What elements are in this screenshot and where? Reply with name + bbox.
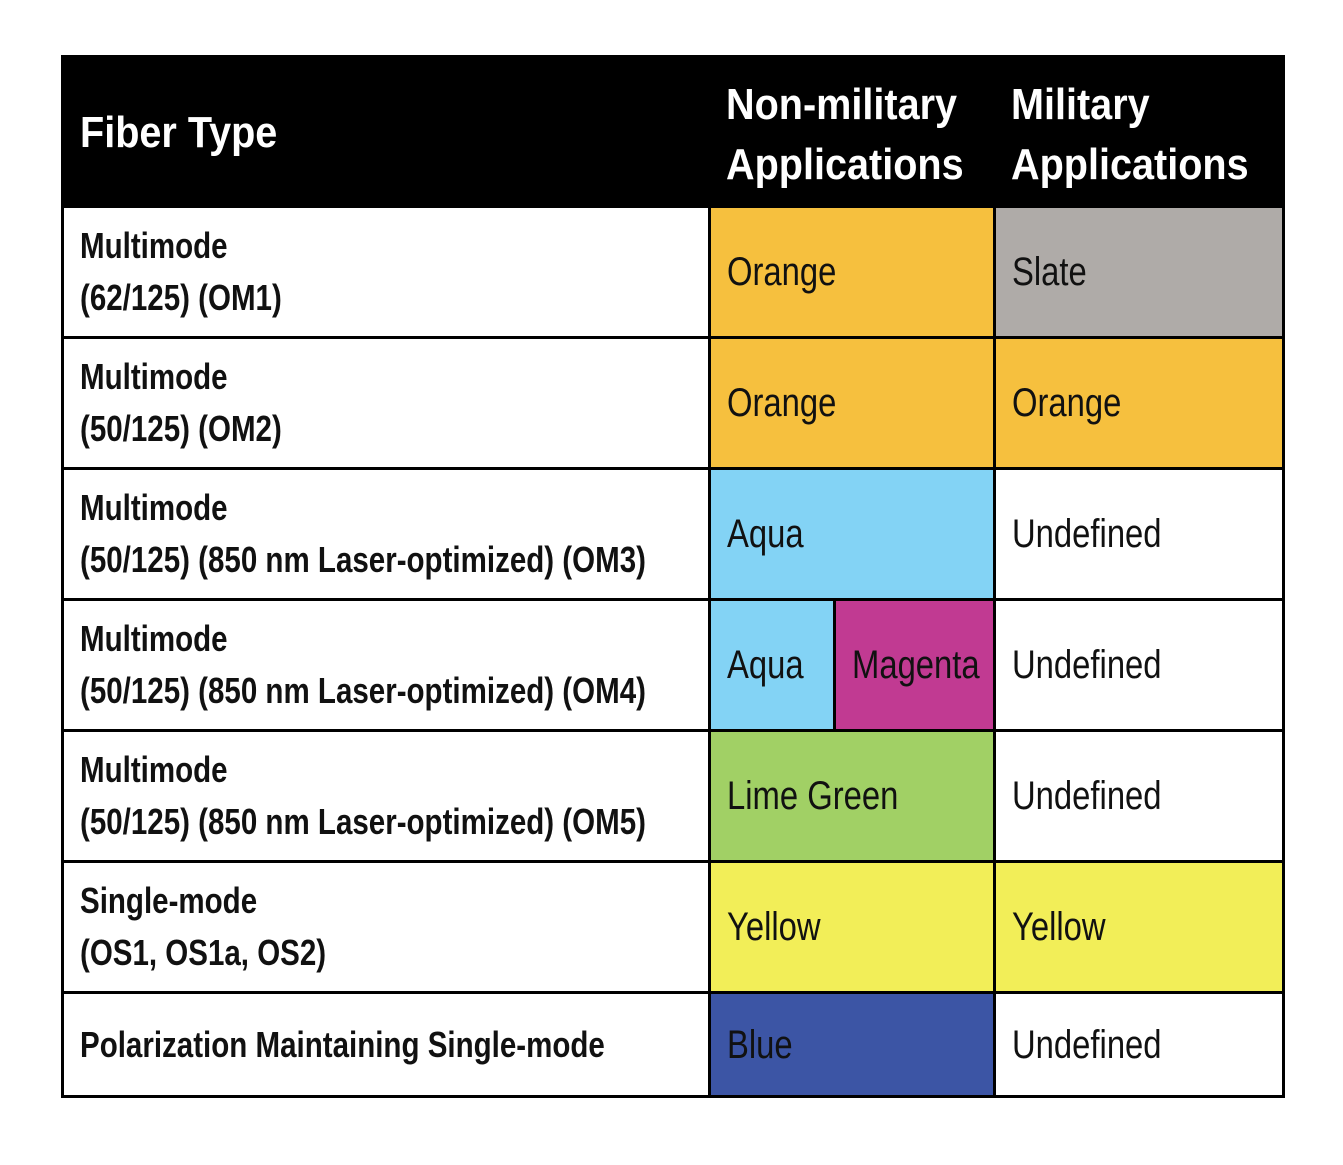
fiber-spec: (50/125) (850 nm Laser-optimized) (OM3) bbox=[80, 539, 646, 580]
military-color-cell: Undefined bbox=[996, 732, 1282, 860]
table-row: Multimode (50/125) (850 nm Laser-optimiz… bbox=[64, 467, 1282, 598]
fiber-name: Multimode bbox=[80, 487, 228, 528]
fiber-name: Multimode bbox=[80, 749, 228, 790]
non-military-alt-color-cell: Magenta bbox=[836, 601, 993, 729]
fiber-name: Multimode bbox=[80, 356, 228, 397]
fiber-spec: (OS1, OS1a, OS2) bbox=[80, 932, 327, 973]
non-military-color-cell: Yellow bbox=[711, 863, 993, 991]
military-color-label: Undefined bbox=[1012, 643, 1162, 687]
military-color-cell: Yellow bbox=[996, 863, 1282, 991]
header-military-line2: Applications bbox=[1011, 140, 1249, 189]
fiber-color-table: Fiber Type Non-military Applications Mil… bbox=[61, 55, 1285, 1098]
military-color-label: Undefined bbox=[1012, 1022, 1162, 1067]
non-military-alt-color-label: Magenta bbox=[852, 643, 980, 687]
military-color-cell: Slate bbox=[996, 208, 1282, 336]
non-military-color-cell: Orange bbox=[711, 339, 993, 467]
table-row: Polarization Maintaining Single-mode Blu… bbox=[64, 991, 1282, 1095]
fiber-spec: (62/125) (OM1) bbox=[80, 277, 282, 318]
non-military-color-cell: Aqua bbox=[711, 470, 993, 598]
non-military-color-label: Orange bbox=[727, 250, 837, 294]
fiber-type-cell: Multimode (50/125) (OM2) bbox=[64, 339, 708, 467]
non-military-color-label: Orange bbox=[727, 381, 837, 425]
fiber-name: Polarization Maintaining Single-mode bbox=[80, 1023, 605, 1065]
non-military-color-label: Yellow bbox=[727, 905, 821, 949]
military-color-cell: Orange bbox=[996, 339, 1282, 467]
non-military-color-label: Aqua bbox=[727, 512, 804, 556]
military-color-cell: Undefined bbox=[996, 470, 1282, 598]
non-military-color-cell: Aqua bbox=[711, 601, 833, 729]
non-military-color-label: Aqua bbox=[727, 643, 804, 687]
header-non-military-line1: Non-military bbox=[726, 80, 958, 129]
military-color-label: Yellow bbox=[1012, 905, 1106, 949]
fiber-spec: (50/125) (850 nm Laser-optimized) (OM4) bbox=[80, 670, 646, 711]
table-row: Multimode (50/125) (850 nm Laser-optimiz… bbox=[64, 598, 1282, 729]
fiber-name: Single-mode bbox=[80, 880, 258, 921]
military-color-label: Slate bbox=[1012, 250, 1087, 294]
non-military-color-cell: Lime Green bbox=[711, 732, 993, 860]
table-row: Multimode (62/125) (OM1) Orange Slate bbox=[64, 205, 1282, 336]
fiber-spec: (50/125) (850 nm Laser-optimized) (OM5) bbox=[80, 801, 646, 842]
header-non-military-line2: Applications bbox=[726, 140, 964, 189]
military-color-label: Orange bbox=[1012, 381, 1122, 425]
fiber-name: Multimode bbox=[80, 225, 228, 266]
non-military-color-cell: Blue bbox=[711, 994, 993, 1095]
table-row: Multimode (50/125) (OM2) Orange Orange bbox=[64, 336, 1282, 467]
non-military-color-label: Blue bbox=[727, 1022, 793, 1067]
fiber-type-cell: Multimode (50/125) (850 nm Laser-optimiz… bbox=[64, 732, 708, 860]
fiber-spec: (50/125) (OM2) bbox=[80, 408, 282, 449]
fiber-name: Multimode bbox=[80, 618, 228, 659]
header-military-line1: Military bbox=[1011, 80, 1150, 129]
table-row: Single-mode (OS1, OS1a, OS2) Yellow Yell… bbox=[64, 860, 1282, 991]
military-color-label: Undefined bbox=[1012, 774, 1162, 818]
non-military-color-cell: Orange bbox=[711, 208, 993, 336]
non-military-color-label: Lime Green bbox=[727, 774, 899, 818]
fiber-type-cell: Polarization Maintaining Single-mode bbox=[64, 994, 708, 1095]
military-color-cell: Undefined bbox=[996, 994, 1282, 1095]
military-color-cell: Undefined bbox=[996, 601, 1282, 729]
fiber-type-cell: Multimode (50/125) (850 nm Laser-optimiz… bbox=[64, 470, 708, 598]
header-fiber-type: Fiber Type bbox=[80, 108, 278, 157]
table-row: Multimode (50/125) (850 nm Laser-optimiz… bbox=[64, 729, 1282, 860]
fiber-type-cell: Multimode (62/125) (OM1) bbox=[64, 208, 708, 336]
table-header: Fiber Type Non-military Applications Mil… bbox=[64, 58, 1282, 208]
fiber-type-cell: Multimode (50/125) (850 nm Laser-optimiz… bbox=[64, 601, 708, 729]
fiber-type-cell: Single-mode (OS1, OS1a, OS2) bbox=[64, 863, 708, 991]
military-color-label: Undefined bbox=[1012, 512, 1162, 556]
